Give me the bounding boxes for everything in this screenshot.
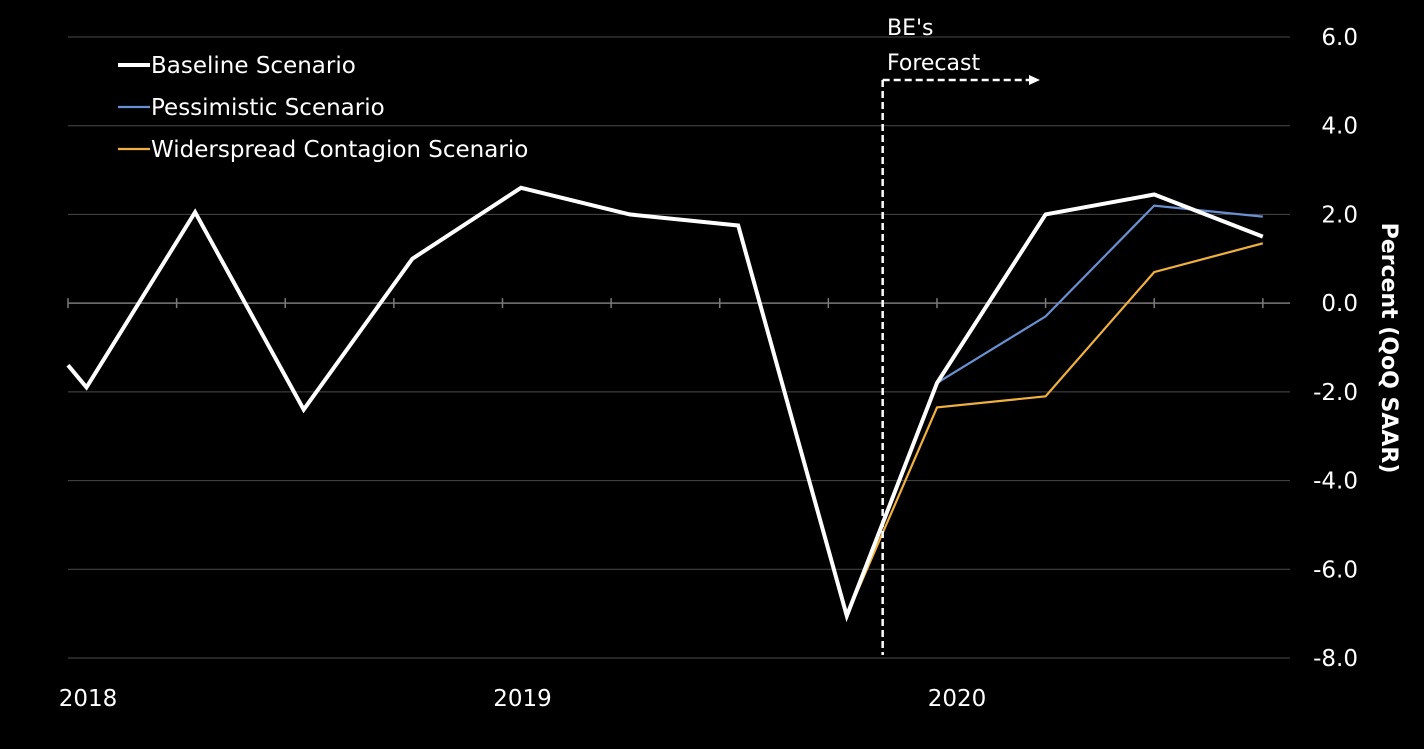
x-axis-tick-labels: 2018 2019 2020 [59, 686, 987, 712]
y-tick-label: 4.0 [1321, 114, 1358, 140]
series-line-pessimistic-scenario [845, 204, 1263, 617]
y-tick-label: -2.0 [1313, 380, 1358, 406]
y-tick-label: 2.0 [1321, 202, 1358, 228]
series-line-widerspread-contagion-scenario [845, 242, 1264, 617]
y-tick-label: 6.0 [1321, 25, 1358, 51]
gridlines [68, 36, 1290, 659]
forecast-annotation-label: BE's [887, 16, 934, 41]
y-tick-label: -4.0 [1313, 469, 1358, 495]
legend-label: Pessimistic Scenario [151, 95, 385, 121]
y-tick-label: 0.0 [1321, 291, 1358, 317]
x-tick-label: 2019 [493, 686, 552, 712]
series-lines [66, 185, 1264, 623]
x-axis [67, 298, 1290, 309]
forecast-annotation-label: Forecast [887, 51, 980, 76]
forecast-arrow-head [1029, 75, 1040, 85]
forecast-annotation: BE's Forecast [881, 16, 1040, 655]
x-tick-label: 2018 [59, 686, 118, 712]
legend-label: Baseline Scenario [151, 53, 356, 79]
series-line-baseline-scenario [66, 185, 1264, 623]
x-tick-label: 2020 [928, 686, 987, 712]
y-axis-tick-labels: 6.0 4.0 2.0 0.0 -2.0 -4.0 -6.0 -8.0 [1313, 25, 1358, 672]
legend-label: Widerspread Contagion Scenario [151, 137, 528, 163]
y-tick-label: -6.0 [1313, 557, 1358, 583]
y-axis-title: Percent (QoQ SAAR) [1376, 223, 1401, 474]
legend: Baseline Scenario Pessimistic Scenario Wid… [118, 53, 528, 163]
y-tick-label: -8.0 [1313, 646, 1358, 672]
